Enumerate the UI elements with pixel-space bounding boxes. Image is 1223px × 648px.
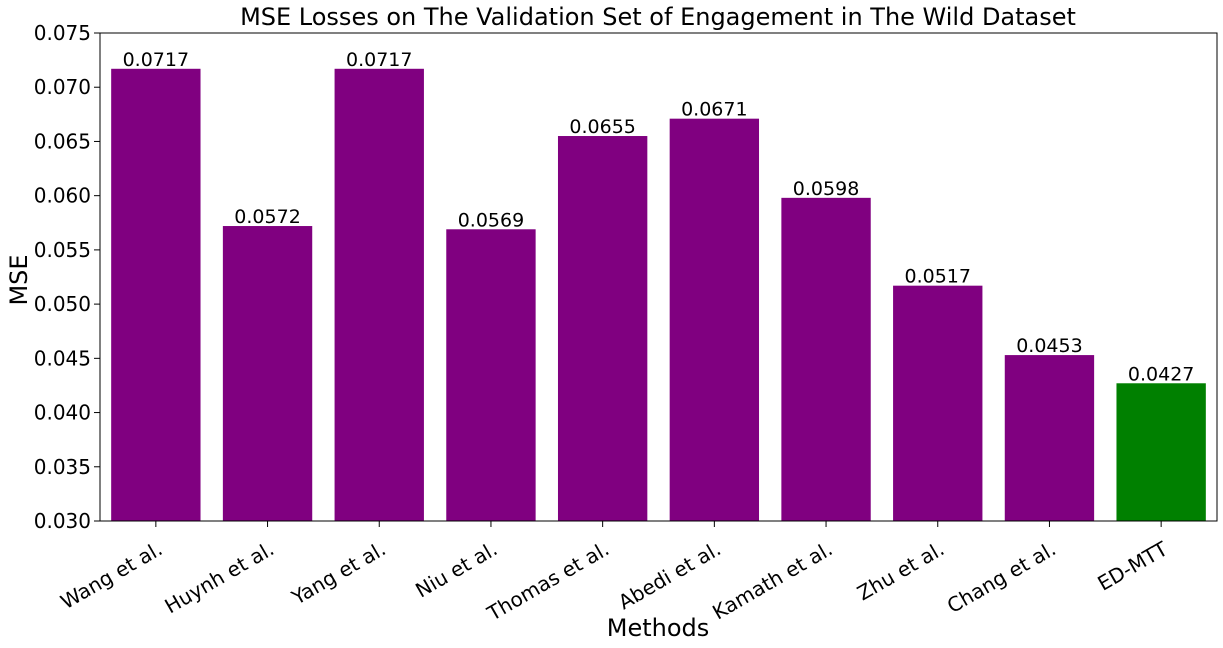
y-tick-label: 0.065 — [34, 129, 91, 153]
plot-frame — [99, 32, 1218, 522]
bar-value-label: 0.0598 — [793, 178, 859, 200]
bar — [334, 68, 424, 521]
y-tick-label: 0.030 — [34, 509, 91, 533]
x-tick-label: Wang et al. — [56, 537, 166, 614]
y-tick-label: 0.055 — [34, 238, 91, 262]
bar-value-label: 0.0572 — [234, 206, 300, 228]
y-tick-label: 0.050 — [34, 292, 91, 316]
value-labels-group: 0.0717 0.0572 0.0717 0.0569 0.0655 0.0671 0.05… — [123, 49, 1195, 385]
bar — [1004, 355, 1095, 521]
x-tick-label: Huynh et al. — [160, 537, 278, 619]
y-axis-label: MSE — [5, 254, 33, 305]
x-tick-label: ED-MTT — [1093, 536, 1172, 595]
bar — [111, 68, 201, 521]
y-tick-label: 0.040 — [34, 401, 91, 425]
x-tick-label: Zhu et al. — [853, 537, 948, 606]
x-tick-label: Thomas et al. — [482, 537, 613, 626]
bar — [446, 229, 536, 522]
y-tick-label: 0.045 — [34, 346, 91, 370]
y-tick-label: 0.035 — [34, 455, 91, 479]
bar — [781, 197, 871, 521]
bar-value-label: 0.0655 — [569, 116, 635, 138]
bar-value-label: 0.0427 — [1128, 363, 1194, 385]
x-tick-label: Chang et al. — [943, 537, 1060, 618]
y-axis: 0.030 0.035 0.040 0.045 0.050 0.055 0.060 0.065… — [34, 21, 100, 533]
bar-value-label: 0.0717 — [123, 49, 189, 71]
y-tick-label: 0.070 — [34, 75, 91, 99]
y-tick-label: 0.075 — [34, 21, 91, 45]
x-axis: Wang et al.Huynh et al. Yang et al. Niu et… — [56, 521, 1172, 626]
bar-value-label: 0.0453 — [1016, 335, 1082, 357]
bars-group — [111, 68, 1206, 522]
bar — [1116, 383, 1206, 521]
bar — [893, 285, 983, 521]
x-tick-label: Yang et al. — [287, 537, 390, 610]
bar-value-label: 0.0517 — [905, 266, 971, 288]
bar — [669, 118, 760, 521]
bar-value-label: 0.0717 — [346, 49, 412, 71]
bar-value-label: 0.0671 — [681, 99, 747, 121]
bar — [222, 226, 313, 521]
x-axis-label: Methods — [607, 614, 710, 642]
y-tick-label: 0.060 — [34, 184, 91, 208]
chart-title: MSE Losses on The Validation Set of Enga… — [240, 3, 1076, 31]
x-tick-label: Kamath et al. — [708, 537, 836, 625]
bar — [557, 136, 648, 521]
bar-value-label: 0.0569 — [458, 209, 524, 231]
x-tick-label: Niu et al. — [411, 537, 501, 603]
